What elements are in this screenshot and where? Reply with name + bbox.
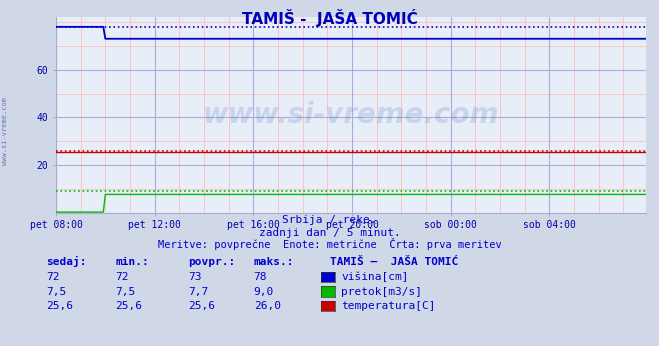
- Text: 25,6: 25,6: [115, 301, 142, 311]
- Text: TAMIŠ -  JAŠA TOMIĆ: TAMIŠ - JAŠA TOMIĆ: [242, 9, 417, 27]
- Text: 7,5: 7,5: [115, 287, 136, 297]
- Text: 7,5: 7,5: [46, 287, 67, 297]
- Text: maks.:: maks.:: [254, 257, 294, 267]
- Text: zadnji dan / 5 minut.: zadnji dan / 5 minut.: [258, 228, 401, 238]
- Text: TAMIŠ –  JAŠA TOMIĆ: TAMIŠ – JAŠA TOMIĆ: [330, 257, 458, 267]
- Text: Meritve: povprečne  Enote: metrične  Črta: prva meritev: Meritve: povprečne Enote: metrične Črta:…: [158, 238, 501, 251]
- Text: 26,0: 26,0: [254, 301, 281, 311]
- Text: 7,7: 7,7: [188, 287, 208, 297]
- Text: 25,6: 25,6: [188, 301, 215, 311]
- Text: pretok[m3/s]: pretok[m3/s]: [341, 287, 422, 297]
- Text: www.si-vreme.com: www.si-vreme.com: [203, 101, 499, 129]
- Text: 72: 72: [115, 272, 129, 282]
- Text: 9,0: 9,0: [254, 287, 274, 297]
- Text: 25,6: 25,6: [46, 301, 73, 311]
- Text: 72: 72: [46, 272, 59, 282]
- Text: Srbija / reke.: Srbija / reke.: [282, 215, 377, 225]
- Text: višina[cm]: višina[cm]: [341, 272, 409, 282]
- Text: 78: 78: [254, 272, 267, 282]
- Text: 73: 73: [188, 272, 201, 282]
- Text: povpr.:: povpr.:: [188, 257, 235, 267]
- Text: www.si-vreme.com: www.si-vreme.com: [2, 98, 9, 165]
- Text: sedaj:: sedaj:: [46, 256, 86, 267]
- Text: min.:: min.:: [115, 257, 149, 267]
- Text: temperatura[C]: temperatura[C]: [341, 301, 436, 311]
